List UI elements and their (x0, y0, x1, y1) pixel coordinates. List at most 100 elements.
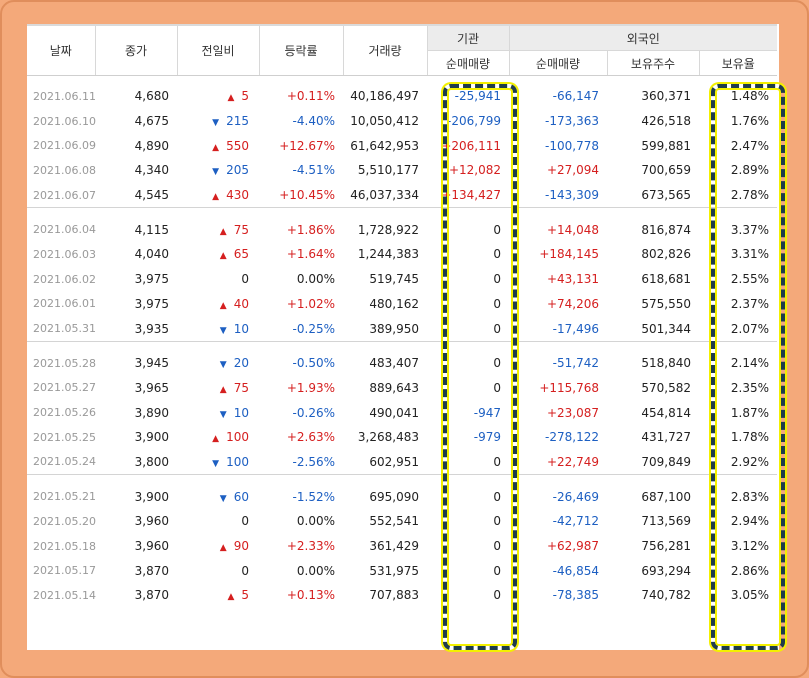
rate-cell: +2.33% (286, 539, 335, 554)
rate-cell: -0.26% (292, 405, 335, 420)
table-row: 2021.05.25 3,900 ▲ 100 +2.63% 3,268,483 -979 -2… (27, 425, 777, 450)
date-cell: 2021.06.09 (33, 139, 96, 153)
close-cell: 3,960 (134, 539, 169, 554)
institution-net-cell: -25,941 (454, 89, 501, 104)
foreign-ratio-cell: 2.83% (730, 489, 770, 504)
institution-net-cell: 0 (493, 489, 501, 504)
date-cell: 2021.06.08 (33, 163, 96, 177)
rate-cell: 0.00% (296, 514, 335, 529)
change-cell: ▲ 75 (177, 217, 259, 242)
change-value: 40 (233, 296, 249, 311)
close-cell: 3,975 (134, 296, 169, 311)
close-cell: 3,900 (134, 489, 169, 504)
date-cell: 2021.06.11 (33, 89, 96, 103)
foreign-holdings-cell: 693,294 (641, 563, 691, 578)
foreign-ratio-cell: 1.48% (730, 89, 770, 104)
foreign-ratio-cell: 3.12% (730, 539, 770, 554)
foreign-ratio-cell: 2.94% (730, 514, 770, 529)
institution-net-cell: -947 (473, 405, 501, 420)
change-cell: ▼ 20 (177, 351, 259, 376)
table-row: 2021.05.28 3,945 ▼ 20 -0.50% 483,407 0 -51,742 5… (27, 351, 777, 376)
table-row: 2021.06.02 3,975 0 0.00% 519,745 0 +43,131 618,… (27, 267, 777, 292)
foreign-ratio-cell: 2.86% (730, 563, 770, 578)
volume-cell: 1,728,922 (357, 222, 419, 237)
change-value: 10 (233, 405, 249, 420)
foreign-net-cell: -26,469 (552, 489, 599, 504)
institution-net-cell: 0 (493, 356, 501, 371)
table-row: 2021.05.21 3,900 ▼ 60 -1.52% 695,090 0 -26,469 6… (27, 484, 777, 509)
volume-cell: 695,090 (369, 489, 419, 504)
foreign-ratio-cell: 2.37% (730, 296, 770, 311)
spacer-cell (27, 207, 778, 218)
volume-cell: 389,950 (369, 321, 419, 336)
institution-net-cell: 0 (493, 272, 501, 287)
foreign-holdings-cell: 709,849 (641, 454, 691, 469)
foreign-holdings-cell: 570,582 (641, 380, 691, 395)
foreign-net-cell: +14,048 (546, 222, 599, 237)
date-cell: 2021.05.24 (33, 455, 96, 469)
down-triangle-icon: ▼ (212, 167, 220, 178)
date-cell: 2021.06.04 (33, 223, 96, 237)
date-cell: 2021.05.31 (33, 322, 96, 336)
institution-net-cell: 0 (493, 563, 501, 578)
up-triangle-icon: ▲ (212, 142, 220, 153)
foreign-net-cell: -51,742 (552, 356, 599, 371)
table-row: 2021.06.01 3,975 ▲ 40 +1.02% 480,162 0 +74,206 5… (27, 292, 777, 317)
date-cell: 2021.05.21 (33, 490, 96, 504)
rate-cell: +0.11% (286, 89, 335, 104)
volume-cell: 552,541 (369, 514, 419, 529)
volume-cell: 40,186,497 (350, 89, 419, 104)
rate-cell: -2.56% (292, 454, 335, 469)
foreign-ratio-cell: 3.31% (730, 247, 770, 262)
foreign-net-cell: -173,363 (545, 114, 599, 129)
foreign-ratio-cell: 1.78% (730, 430, 770, 445)
institution-net-cell: 0 (493, 380, 501, 395)
foreign-net-cell: -278,122 (545, 430, 599, 445)
up-triangle-icon: ▲ (219, 251, 227, 262)
institution-net-cell: +12,082 (448, 163, 501, 178)
date-cell: 2021.05.25 (33, 430, 96, 444)
close-cell: 4,340 (134, 163, 169, 178)
rate-cell: +0.13% (286, 588, 335, 603)
volume-cell: 46,037,334 (350, 188, 419, 203)
table-row: 2021.05.14 3,870 ▲ 5 +0.13% 707,883 0 -78,385 74… (27, 583, 777, 608)
foreign-net-cell: +184,145 (539, 247, 599, 262)
foreign-holdings-cell: 360,371 (641, 89, 691, 104)
change-cell: ▲ 430 (177, 183, 259, 208)
foreign-holdings-cell: 618,681 (641, 272, 691, 287)
rate-cell: +12.67% (279, 138, 335, 153)
group-separator (27, 207, 778, 218)
institution-net-cell: -206,799 (447, 114, 501, 129)
institution-net-cell: 0 (493, 454, 501, 469)
close-cell: 3,935 (134, 321, 169, 336)
daily-trading-table: 날짜 종가 전일비 등락률 거래량 기관 외국인 순매매량 순매매량 보유주수 … (27, 24, 778, 608)
foreign-holdings-cell: 501,344 (641, 321, 691, 336)
up-triangle-icon: ▲ (219, 384, 227, 395)
volume-cell: 483,407 (369, 356, 419, 371)
date-cell: 2021.06.01 (33, 297, 96, 311)
change-cell: ▲ 40 (177, 292, 259, 317)
change-value: 205 (226, 163, 249, 178)
foreign-ratio-cell: 3.37% (730, 222, 770, 237)
table-row: 2021.06.10 4,675 ▼ 215 -4.40% 10,050,412 -206,… (27, 109, 777, 134)
change-cell: 0 (177, 509, 259, 534)
change-value: 60 (233, 489, 249, 504)
table-row: 2021.06.07 4,545 ▲ 430 +10.45% 46,037,334 +134… (27, 183, 777, 208)
header-volume: 거래량 (342, 24, 427, 76)
rate-cell: -4.40% (292, 114, 335, 129)
change-cell: 0 (177, 267, 259, 292)
down-triangle-icon: ▼ (212, 118, 220, 129)
date-cell: 2021.05.18 (33, 539, 96, 553)
institution-net-cell: 0 (493, 588, 501, 603)
change-value: 75 (233, 222, 249, 237)
institution-net-cell: +134,427 (441, 188, 501, 203)
close-cell: 3,965 (134, 380, 169, 395)
header-foreign-group: 외국인 (508, 24, 778, 51)
down-triangle-icon: ▼ (219, 360, 227, 371)
change-cell: ▲ 65 (177, 242, 259, 267)
change-value: 215 (226, 114, 249, 129)
date-cell: 2021.06.10 (33, 114, 96, 128)
institution-net-cell: 0 (493, 222, 501, 237)
date-cell: 2021.05.26 (33, 406, 96, 420)
change-value: 5 (241, 588, 249, 603)
